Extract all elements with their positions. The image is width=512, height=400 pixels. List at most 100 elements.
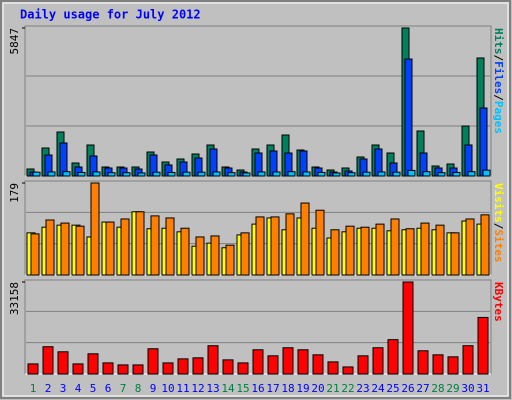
x-tick-label: 27 (416, 382, 429, 395)
bar (252, 349, 264, 375)
bar (417, 350, 429, 375)
x-tick-label: 16 (251, 382, 264, 395)
x-tick-label: 3 (60, 382, 67, 395)
frame-inner (2, 2, 509, 397)
bar (42, 346, 54, 375)
x-tick-label: 17 (266, 382, 279, 395)
bar (315, 209, 325, 276)
bar (92, 171, 101, 177)
bar (137, 172, 146, 177)
legend-entry: Sites (492, 229, 505, 262)
bar (465, 218, 475, 276)
x-tick-label: 22 (341, 382, 354, 395)
x-tick-label: 24 (371, 382, 385, 395)
bar (225, 244, 235, 276)
chart-title: Daily usage for July 2012 (20, 8, 201, 22)
legend-separator: / (492, 223, 505, 230)
x-tick-label: 19 (296, 382, 309, 395)
legend-separator: / (492, 55, 505, 62)
bar (390, 218, 400, 276)
x-tick-label: 12 (191, 382, 204, 395)
bar (372, 347, 384, 375)
bar (105, 221, 115, 276)
bar (257, 171, 266, 177)
legend-separator: / (492, 94, 505, 101)
bar (270, 216, 280, 276)
bar (480, 214, 490, 276)
x-tick-label: 10 (161, 382, 174, 395)
bar (180, 227, 190, 276)
bar (162, 362, 174, 375)
x-tick-label: 2 (45, 382, 52, 395)
bar (402, 281, 414, 375)
x-tick-label: 28 (431, 382, 444, 395)
bar (462, 345, 474, 375)
bar (345, 225, 355, 276)
bar (60, 222, 70, 276)
bar (347, 172, 356, 177)
bar (327, 361, 339, 375)
bar (375, 223, 385, 276)
x-tick-label: 8 (135, 382, 142, 395)
bar (272, 171, 281, 177)
x-tick-label: 30 (461, 382, 474, 395)
bar (150, 215, 160, 276)
bar (107, 172, 116, 177)
x-tick-label: 26 (401, 382, 414, 395)
bar (57, 351, 69, 375)
bar (147, 348, 159, 375)
x-tick-label: 29 (446, 382, 459, 395)
bar (32, 171, 41, 177)
bar (482, 169, 491, 177)
legend: KBytes (492, 282, 505, 322)
x-tick-label: 11 (176, 382, 189, 395)
bar (87, 353, 99, 375)
bar (362, 171, 371, 177)
legend-entry: Files (492, 61, 505, 94)
bar (357, 355, 369, 375)
bar (330, 229, 340, 276)
bar (122, 172, 131, 177)
bar (222, 359, 234, 375)
bar (165, 217, 175, 276)
x-tick-label: 15 (236, 382, 249, 395)
bar (182, 171, 191, 177)
bar (332, 172, 341, 177)
bar (120, 218, 130, 276)
x-tick-label: 23 (356, 382, 369, 395)
legend-entry: KBytes (492, 282, 505, 322)
legend-entry: Visits (492, 183, 505, 223)
legend-entry: Hits (492, 28, 505, 55)
bar (197, 171, 206, 177)
bar (302, 171, 311, 177)
bar (59, 142, 68, 177)
x-tick-label: 7 (120, 382, 127, 395)
bar (47, 171, 56, 177)
bar (342, 366, 354, 375)
x-tick-label: 18 (281, 382, 294, 395)
bar (407, 169, 416, 177)
bar (422, 171, 431, 177)
bar (420, 222, 430, 276)
bar (300, 202, 310, 276)
bar (102, 362, 114, 375)
bar (62, 171, 71, 177)
bar (404, 58, 413, 177)
x-tick-label: 31 (476, 382, 489, 395)
x-tick-label: 1 (30, 382, 37, 395)
bar (312, 354, 324, 375)
x-tick-label: 6 (105, 382, 112, 395)
bar (255, 216, 265, 276)
x-tick-label: 4 (75, 382, 82, 395)
bar (387, 339, 399, 375)
bar (117, 364, 129, 375)
bar (360, 226, 370, 276)
bar (27, 363, 39, 375)
bar (167, 171, 176, 177)
bar (90, 182, 100, 276)
bar (477, 316, 489, 375)
bar (135, 211, 145, 276)
bar (237, 362, 249, 375)
